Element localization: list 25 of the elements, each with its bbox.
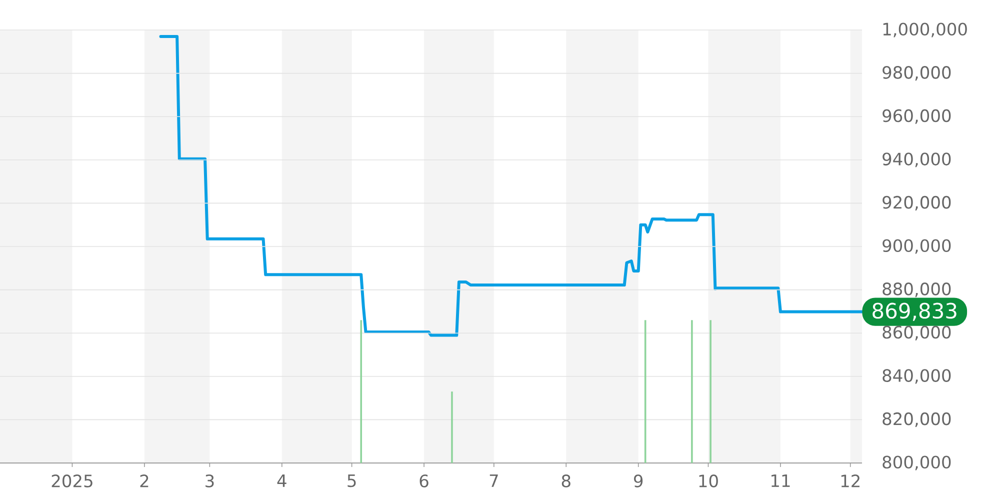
y-tick-label: 960,000	[882, 109, 951, 124]
x-tick-label: 6	[420, 474, 428, 488]
x-tick-label: 12	[841, 474, 860, 488]
x-tick-label: 3	[206, 474, 214, 488]
x-tick-label: 9	[634, 474, 643, 488]
x-tick-label: 10	[699, 474, 718, 488]
y-tick-label: 980,000	[882, 66, 951, 81]
y-tick-label: 860,000	[882, 326, 951, 340]
x-tick-label: 5	[348, 474, 356, 488]
y-tick-label: 800,000	[882, 456, 951, 470]
x-tick-label: 11	[772, 474, 790, 487]
y-tick-label: 920,000	[882, 196, 951, 210]
x-tick-label: 2	[140, 474, 148, 488]
y-tick-label: 940,000	[882, 152, 951, 168]
y-tick-label: 900,000	[882, 239, 951, 254]
y-tick-label: 820,000	[882, 412, 951, 427]
x-tick-label: 2025	[52, 474, 92, 488]
x-tick-label: 8	[562, 474, 570, 488]
x-tick-label: 4	[277, 474, 286, 487]
line-series	[159, 34, 864, 337]
annotation: 869,833	[872, 302, 956, 321]
x-tick-label: 7	[490, 474, 498, 487]
y-tick-label: 840,000	[882, 369, 951, 384]
y-tick-label: 880,000	[882, 282, 951, 298]
y-tick-label: 1,000,000	[883, 22, 967, 38]
